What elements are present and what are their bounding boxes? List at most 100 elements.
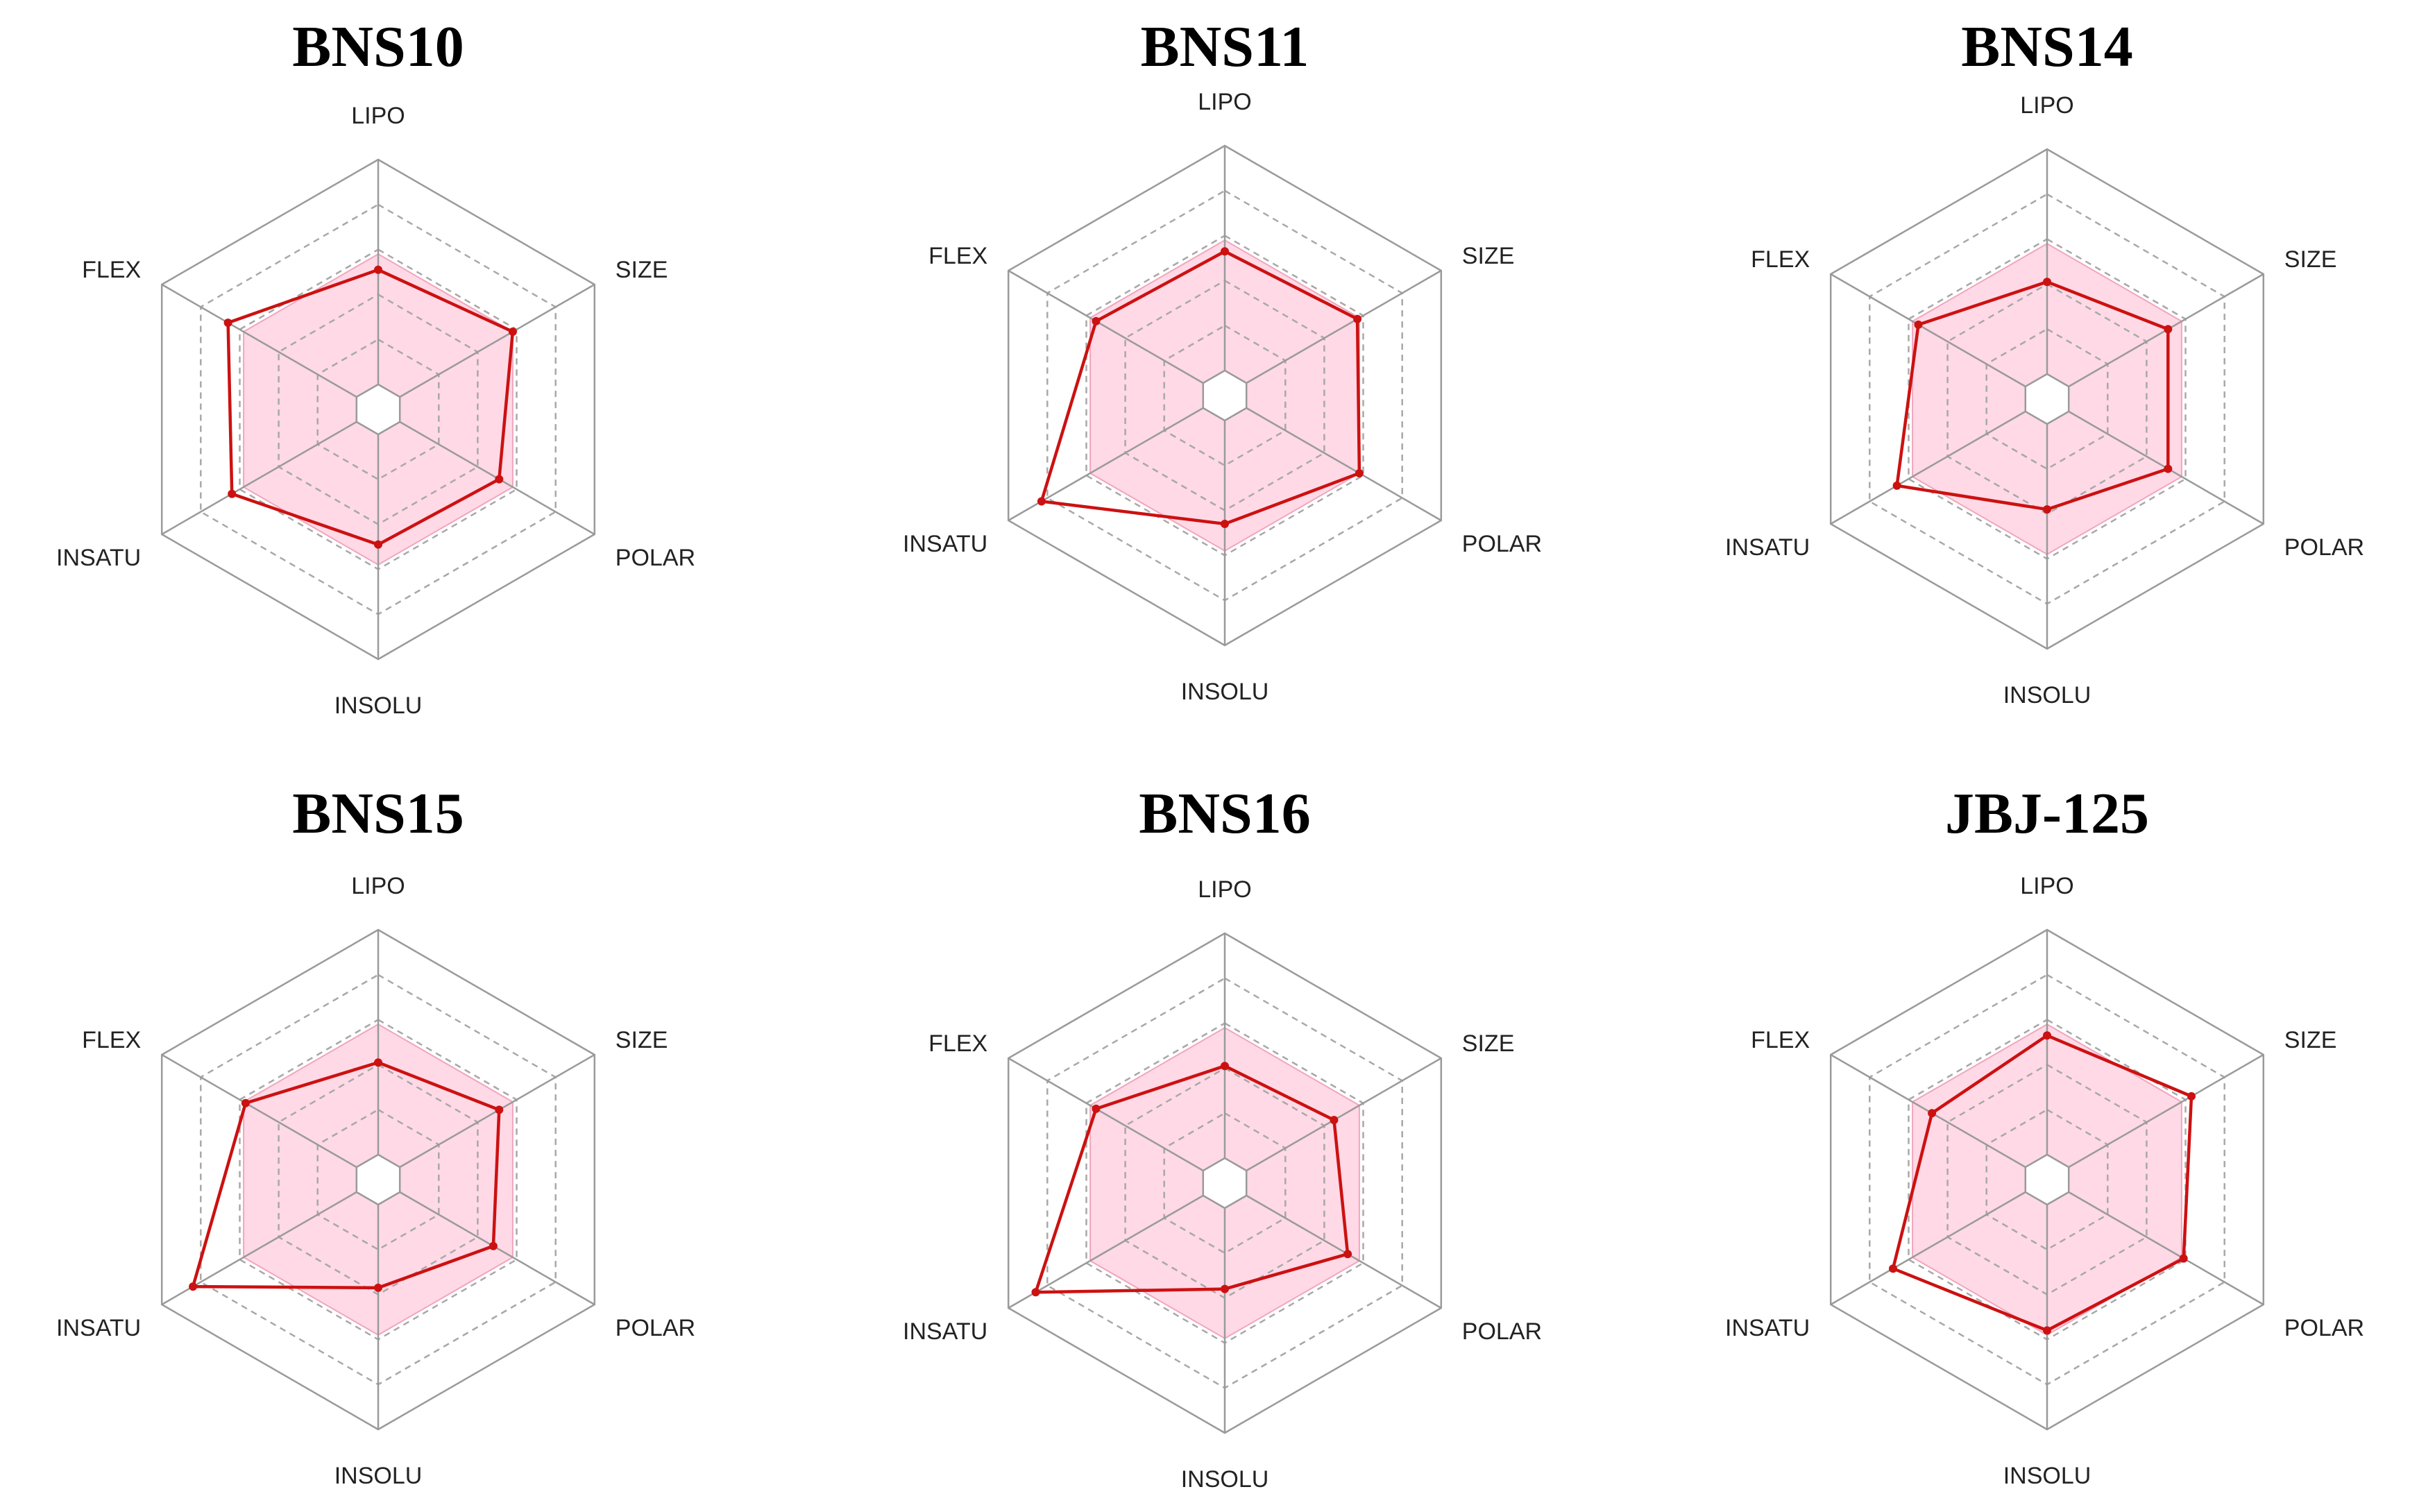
data-point-insolu: [2043, 1326, 2051, 1335]
radar-chart: BNS15 LIPO SIZE POLAR INSOLU INSATU FLEX: [56, 781, 695, 1489]
data-point-polar: [2164, 464, 2173, 473]
data-point-size: [2164, 325, 2173, 334]
axis-spoke: [399, 283, 595, 398]
axis-label-insolu: INSOLU: [334, 1463, 423, 1489]
axis-label-size: SIZE: [1462, 243, 1515, 269]
data-point-flex: [1914, 320, 1923, 329]
center-hole: [2024, 1153, 2070, 1206]
data-point-lipo: [1221, 1062, 1229, 1071]
axis-spoke: [1830, 410, 2026, 525]
data-point-size: [508, 328, 517, 336]
axis-spoke: [2068, 1053, 2264, 1169]
data-point-lipo: [1221, 247, 1229, 256]
axis-spoke: [399, 1191, 595, 1306]
data-point-flex: [241, 1098, 250, 1107]
chart-title: BNS10: [292, 15, 464, 79]
data-point-polar: [1355, 469, 1364, 477]
axis-label-insatu: INSATU: [903, 1318, 987, 1345]
radar-chart: BNS14 LIPO SIZE POLAR INSOLU INSATU FLEX: [1725, 15, 2364, 708]
radar-chart: BNS10 LIPO SIZE POLAR INSOLU INSATU FLEX: [56, 15, 695, 719]
axis-label-lipo: LIPO: [351, 873, 405, 899]
data-point-size: [1353, 314, 1362, 323]
radar-chart: BNS11 LIPO SIZE POLAR INSOLU INSATU FLEX: [903, 15, 1542, 705]
data-point-size: [495, 1105, 504, 1114]
data-point-insolu: [374, 1283, 382, 1292]
axis-label-insolu: INSOLU: [1181, 679, 1269, 705]
data-point-insatu: [1037, 497, 1046, 506]
data-point-lipo: [374, 1058, 382, 1067]
axis-label-flex: FLEX: [1751, 246, 1810, 273]
axis-label-lipo: LIPO: [1198, 876, 1251, 903]
axis-spoke: [1008, 269, 1204, 384]
axis-label-polar: POLAR: [1462, 1318, 1542, 1345]
chart-title: BNS11: [1141, 15, 1309, 79]
axis-spoke: [1008, 1057, 1204, 1172]
data-point-insatu: [1031, 1288, 1040, 1297]
axis-label-lipo: LIPO: [1198, 89, 1251, 115]
data-point-flex: [1928, 1109, 1937, 1118]
data-point-insatu: [228, 489, 237, 498]
data-point-polar: [2179, 1254, 2188, 1263]
axis-label-insolu: INSOLU: [334, 693, 423, 719]
data-point-insatu: [189, 1282, 198, 1291]
axis-label-size: SIZE: [1462, 1030, 1515, 1057]
radar-chart: JBJ-125 LIPO SIZE POLAR INSOLU INSATU FLEX: [1725, 781, 2364, 1489]
axis-label-flex: FLEX: [928, 1030, 987, 1057]
data-point-insolu: [2043, 505, 2051, 514]
axis-label-insolu: INSOLU: [1181, 1466, 1269, 1493]
axis-label-flex: FLEX: [82, 1027, 141, 1053]
axis-spoke: [1246, 1057, 1442, 1172]
data-point-insatu: [1892, 481, 1901, 490]
axis-label-flex: FLEX: [1751, 1027, 1810, 1053]
radar-chart: BNS16 LIPO SIZE POLAR INSOLU INSATU FLEX: [903, 781, 1542, 1493]
data-point-polar: [489, 1241, 498, 1250]
axis-label-polar: POLAR: [1462, 531, 1542, 557]
data-point-flex: [223, 318, 232, 328]
center-hole: [1202, 1157, 1248, 1209]
axis-label-lipo: LIPO: [351, 103, 405, 129]
axis-spoke: [161, 1053, 357, 1169]
axis-label-size: SIZE: [2284, 1027, 2337, 1053]
axis-label-flex: FLEX: [82, 257, 141, 283]
chart-title: BNS15: [292, 781, 464, 846]
axis-spoke: [1008, 1194, 1204, 1309]
axis-label-polar: POLAR: [2284, 534, 2364, 561]
data-point-insatu: [1889, 1264, 1897, 1273]
axis-label-lipo: LIPO: [2020, 92, 2073, 119]
chart-title: BNS16: [1139, 781, 1310, 846]
axis-label-polar: POLAR: [2284, 1315, 2364, 1341]
chart-title: BNS14: [1961, 15, 2132, 79]
center-hole: [1202, 369, 1248, 422]
data-point-insolu: [374, 540, 382, 549]
axis-label-polar: POLAR: [616, 1315, 695, 1341]
center-hole: [355, 1153, 401, 1206]
axis-spoke: [1246, 407, 1442, 522]
data-point-insolu: [1221, 1284, 1229, 1293]
axis-spoke: [161, 421, 357, 536]
data-point-lipo: [374, 265, 382, 274]
axis-label-lipo: LIPO: [2020, 873, 2073, 899]
axis-label-polar: POLAR: [616, 545, 695, 571]
data-point-lipo: [2043, 1031, 2051, 1040]
axis-spoke: [1246, 1194, 1442, 1309]
center-hole: [2024, 373, 2070, 425]
axis-spoke: [1830, 1191, 2026, 1306]
axis-label-insolu: INSOLU: [2003, 682, 2091, 708]
axis-label-insatu: INSATU: [903, 531, 987, 557]
axis-label-size: SIZE: [616, 1027, 668, 1053]
data-point-polar: [495, 475, 504, 484]
data-point-insolu: [1221, 520, 1229, 528]
chart-title: JBJ-125: [1945, 781, 2149, 846]
axis-label-size: SIZE: [2284, 246, 2337, 273]
data-point-lipo: [2043, 278, 2051, 287]
axis-label-size: SIZE: [616, 257, 668, 283]
axis-spoke: [1830, 273, 2026, 388]
center-hole: [355, 383, 401, 436]
data-point-size: [1330, 1116, 1339, 1125]
axis-label-flex: FLEX: [928, 243, 987, 269]
data-point-flex: [1092, 1104, 1101, 1113]
data-point-size: [2187, 1091, 2196, 1101]
axis-label-insatu: INSATU: [56, 1315, 141, 1341]
data-point-flex: [1092, 316, 1101, 325]
